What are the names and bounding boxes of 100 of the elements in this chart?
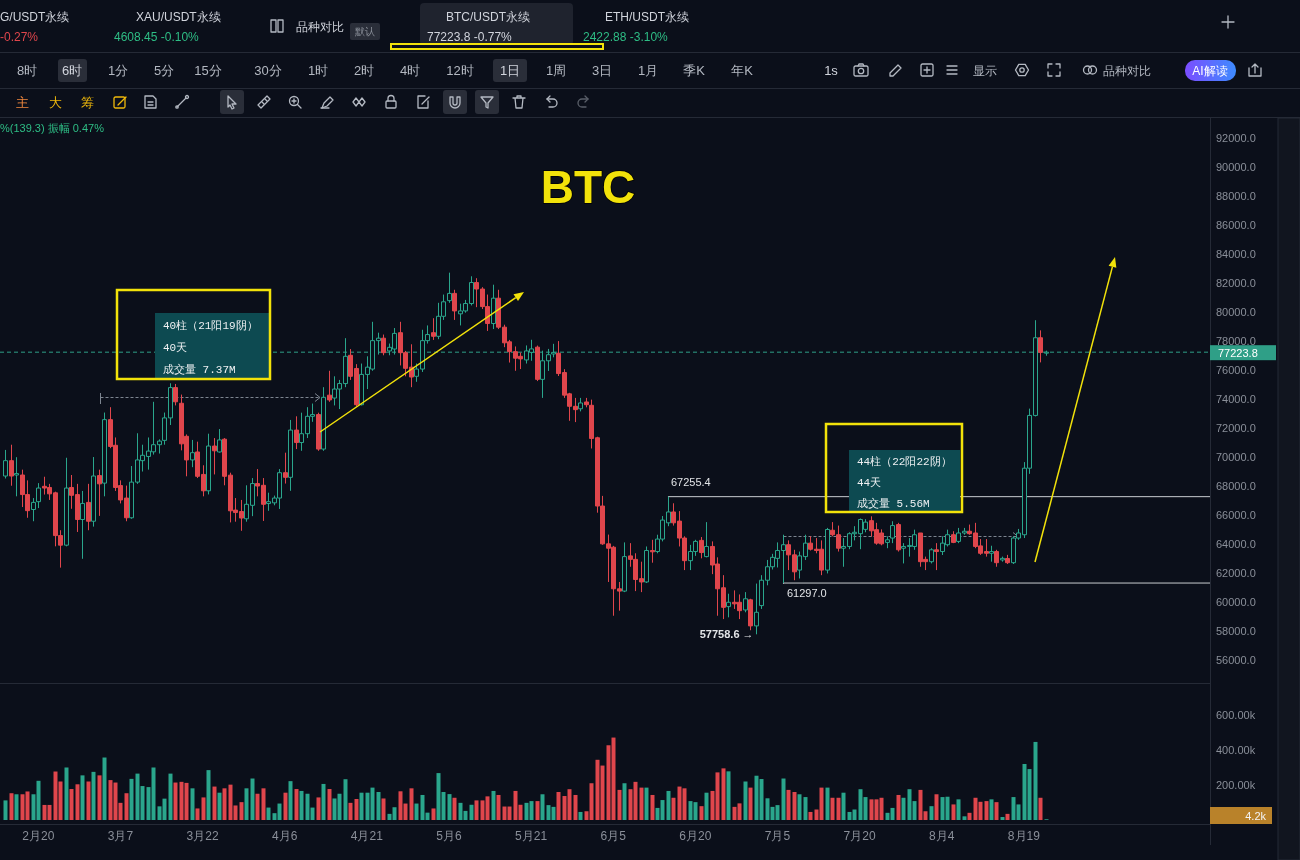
candlestick	[491, 284, 496, 330]
bar	[896, 794, 901, 820]
candlestick	[748, 598, 753, 631]
bar	[3, 800, 8, 820]
candlestick	[327, 370, 332, 403]
bar	[660, 800, 665, 820]
candlestick	[743, 591, 748, 613]
x-tick-label: 5月6	[436, 829, 462, 843]
bar	[529, 801, 534, 820]
candlestick	[64, 457, 69, 547]
bar	[190, 788, 195, 820]
bar	[617, 789, 622, 820]
y-tick-label: 84000.0	[1216, 247, 1256, 260]
x-tick-label: 8月4	[929, 829, 955, 843]
y-tick-label: 88000.0	[1216, 189, 1256, 202]
bar	[255, 793, 260, 820]
bar	[978, 801, 983, 820]
candlestick	[994, 549, 999, 568]
bar	[348, 802, 353, 820]
candlestick	[91, 456, 96, 528]
candlestick	[754, 583, 759, 635]
y-tick-label: 80000.0	[1216, 305, 1256, 318]
bar	[102, 757, 107, 820]
bar	[578, 811, 583, 820]
candlestick	[452, 289, 457, 321]
candlestick	[951, 530, 956, 544]
bar	[682, 788, 687, 820]
bar	[69, 789, 74, 820]
bar	[633, 781, 638, 820]
text: 12时	[446, 63, 474, 78]
candlestick	[294, 415, 299, 450]
y-tick-label: 72000.0	[1216, 421, 1256, 434]
bar	[485, 796, 490, 820]
candlestick	[704, 521, 709, 558]
candlestick	[288, 419, 293, 492]
annotation: 成交量 5.56M	[857, 497, 930, 510]
bar	[808, 811, 813, 820]
bar	[151, 767, 156, 820]
bar	[195, 808, 200, 820]
bar	[447, 794, 452, 820]
bar	[343, 779, 348, 820]
bar	[611, 737, 616, 820]
text: 8时	[16, 63, 38, 78]
bar	[825, 787, 830, 820]
text: 30分	[254, 63, 282, 78]
candlestick	[321, 386, 326, 452]
bar	[381, 798, 386, 820]
candlestick	[584, 397, 589, 408]
bar	[589, 783, 594, 820]
x-tick-label: 4月21	[350, 829, 384, 843]
bar	[956, 799, 961, 820]
bar	[666, 790, 671, 820]
bar	[890, 807, 895, 820]
bar	[75, 784, 80, 820]
bar	[984, 801, 989, 820]
bar	[704, 792, 709, 820]
text: -0.27%	[0, 30, 39, 44]
bar	[781, 778, 786, 820]
candlestick	[1005, 554, 1010, 565]
bar	[934, 794, 939, 820]
bar	[283, 792, 288, 820]
bar	[792, 792, 797, 820]
bar	[567, 789, 572, 820]
text: BTC	[540, 161, 636, 213]
bar	[989, 799, 994, 820]
annotation: 40柱（21阳19阴）	[163, 320, 258, 332]
y-tick-label: 90000.0	[1216, 160, 1256, 173]
bar	[879, 797, 884, 820]
bar	[129, 778, 134, 820]
bar	[819, 787, 824, 820]
candlestick	[36, 482, 41, 509]
bar	[321, 783, 326, 820]
bar	[1005, 813, 1010, 820]
bar	[370, 787, 375, 820]
candlestick	[644, 545, 649, 584]
y-tick-label: 82000.0	[1216, 276, 1256, 289]
candlestick	[217, 428, 222, 454]
y-tick-label: 600.00k	[1216, 708, 1256, 721]
bar	[80, 775, 85, 820]
candlestick	[934, 542, 939, 571]
bar	[797, 794, 802, 820]
bar	[929, 806, 934, 820]
text: 77223.8 -0.77%	[427, 30, 513, 44]
bar	[1038, 797, 1043, 820]
x-tick-label: 3月7	[107, 829, 134, 843]
candlestick	[825, 527, 830, 574]
bar	[64, 767, 69, 820]
candlestick	[578, 397, 583, 412]
bar	[47, 804, 52, 820]
bar	[803, 797, 808, 820]
candlestick	[431, 317, 436, 341]
bar	[359, 792, 364, 820]
x-tick-label: 7月5	[764, 829, 791, 843]
candlestick	[650, 539, 655, 564]
bar	[86, 781, 91, 820]
text: 1日	[499, 63, 521, 78]
bar	[748, 787, 753, 820]
bar	[551, 806, 556, 820]
bar	[244, 788, 249, 820]
bar	[836, 797, 841, 820]
